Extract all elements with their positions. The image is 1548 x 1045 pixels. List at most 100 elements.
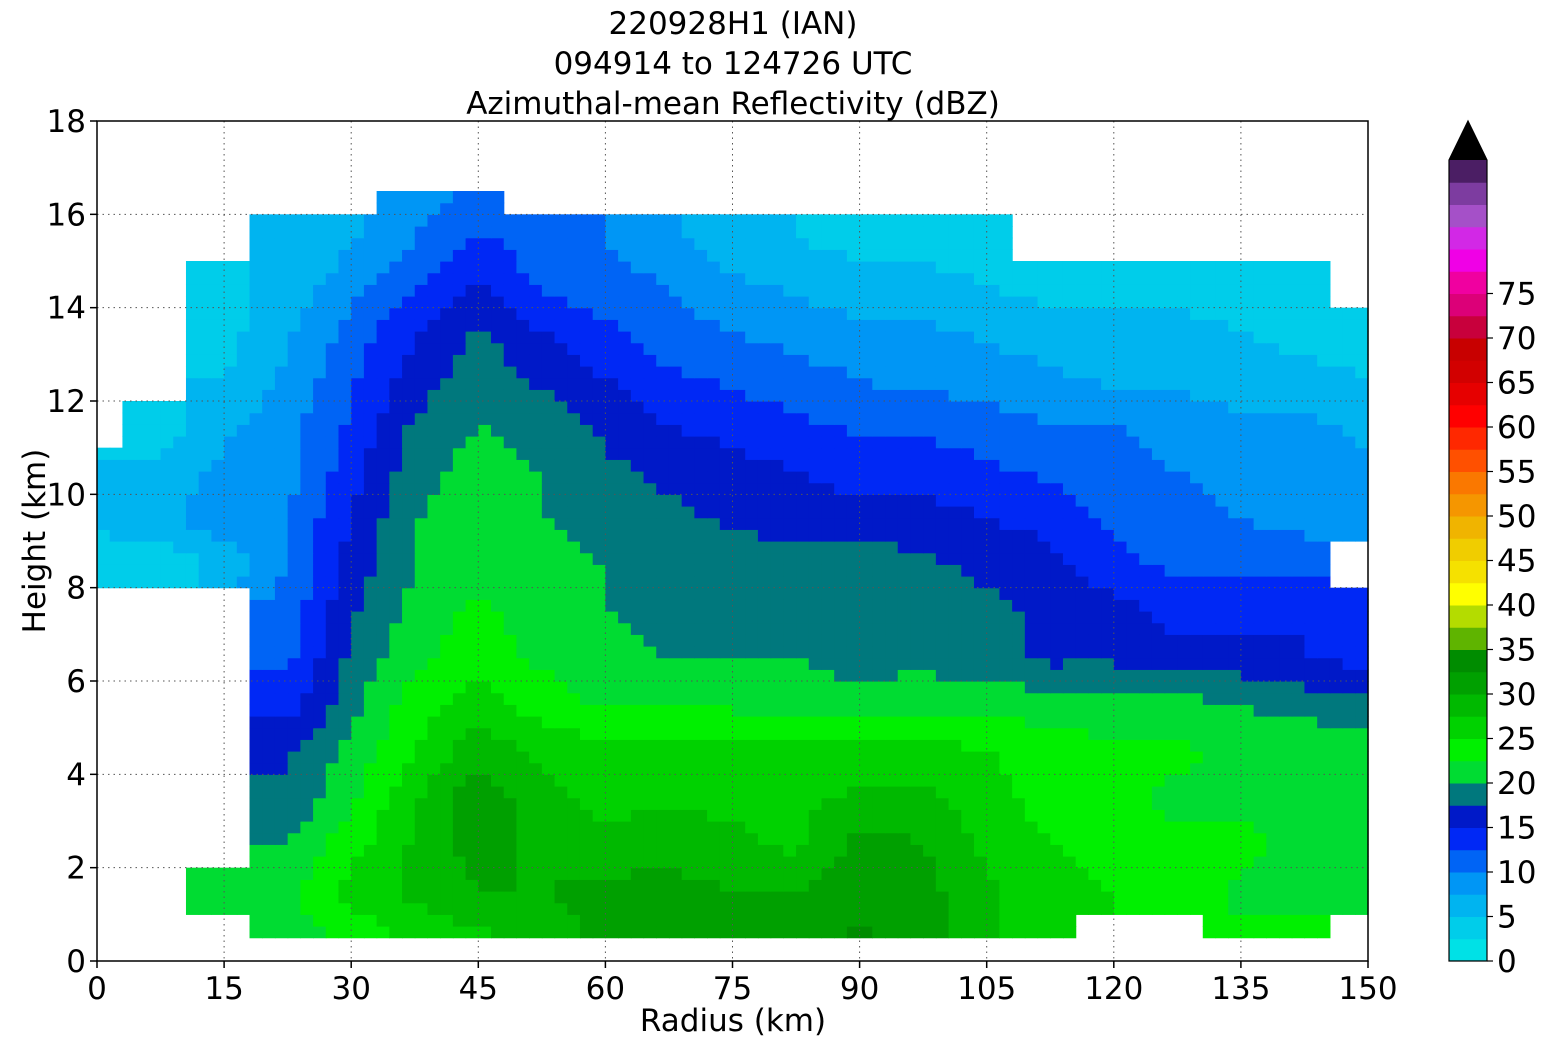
reflectivity-cell [935,482,950,495]
reflectivity-cell [1012,774,1026,787]
reflectivity-cell [135,401,149,414]
reflectivity-cell [1075,739,1089,752]
reflectivity-cell [1190,844,1204,857]
reflectivity-cell [1024,657,1039,670]
reflectivity-cell [1240,786,1255,799]
reflectivity-cell [313,459,327,472]
reflectivity-cell [834,902,848,915]
reflectivity-cell [668,809,683,822]
reflectivity-cell [935,471,950,484]
reflectivity-cell [923,634,937,647]
reflectivity-cell [1240,517,1255,530]
reflectivity-cell [1113,681,1128,694]
reflectivity-cell [859,902,873,915]
reflectivity-cell [1228,634,1242,647]
reflectivity-cell [1279,611,1293,624]
reflectivity-cell [694,342,708,355]
reflectivity-cell [1050,797,1064,810]
reflectivity-cell [1291,669,1306,682]
reflectivity-cell [1151,424,1166,437]
reflectivity-cell [567,622,581,635]
reflectivity-cell [630,482,645,495]
reflectivity-cell [274,879,289,892]
reflectivity-cell [440,821,454,834]
reflectivity-cell [363,891,378,904]
reflectivity-cell [694,412,708,425]
reflectivity-cell [834,646,848,659]
reflectivity-cell [605,319,619,332]
reflectivity-cell [770,716,784,729]
reflectivity-cell [1024,774,1039,787]
reflectivity-cell [1228,797,1242,810]
reflectivity-cell [402,354,416,367]
reflectivity-cell [1253,902,1267,915]
reflectivity-cell [325,774,340,787]
reflectivity-cell [1139,821,1153,834]
reflectivity-cell [592,564,606,577]
reflectivity-cell [478,727,492,740]
reflectivity-cell [1228,517,1242,530]
reflectivity-cell [643,459,657,472]
reflectivity-cell [770,377,784,390]
reflectivity-cell [796,856,810,869]
reflectivity-cell [1075,447,1089,460]
reflectivity-cell [1050,879,1064,892]
reflectivity-cell [567,424,581,437]
reflectivity-cell [1190,366,1204,379]
reflectivity-cell [198,891,212,904]
reflectivity-cell [719,762,734,775]
reflectivity-cell [1062,377,1077,390]
reflectivity-cell [465,762,479,775]
reflectivity-cell [656,366,670,379]
reflectivity-cell [668,762,683,775]
reflectivity-cell [1253,856,1267,869]
reflectivity-cell [1253,529,1267,542]
reflectivity-cell [935,669,950,682]
reflectivity-cell [287,506,301,519]
reflectivity-cell [897,471,912,484]
reflectivity-cell [1317,447,1331,460]
reflectivity-cell [516,296,530,309]
reflectivity-cell [97,517,111,530]
reflectivity-cell [1139,762,1153,775]
reflectivity-cell [1012,914,1026,927]
reflectivity-cell [465,459,479,472]
reflectivity-cell [897,751,912,764]
reflectivity-cell [402,342,416,355]
reflectivity-cell [1151,354,1166,367]
reflectivity-cell [1062,856,1077,869]
reflectivity-cell [808,436,823,449]
reflectivity-cell [567,307,581,320]
reflectivity-cell [1024,926,1039,939]
reflectivity-cell [211,296,225,309]
reflectivity-cell [287,902,301,915]
reflectivity-cell [249,797,263,810]
reflectivity-cell [376,611,390,624]
reflectivity-cell [338,727,352,740]
reflectivity-cell [808,634,823,647]
reflectivity-cell [274,611,289,624]
reflectivity-cell [605,774,619,787]
reflectivity-cell [707,856,721,869]
reflectivity-cell [935,751,950,764]
reflectivity-cell [1329,412,1344,425]
reflectivity-cell [465,786,479,799]
reflectivity-cell [986,692,1001,705]
reflectivity-cell [1088,727,1102,740]
reflectivity-cell [313,296,327,309]
reflectivity-cell [440,459,454,472]
reflectivity-cell [618,821,632,834]
reflectivity-cell [935,552,950,565]
reflectivity-cell [1088,319,1102,332]
reflectivity-cell [579,436,594,449]
reflectivity-cell [897,692,912,705]
reflectivity-cell [923,366,937,379]
reflectivity-cell [1139,809,1153,822]
reflectivity-cell [1190,587,1204,600]
reflectivity-cell [491,786,505,799]
reflectivity-cell [668,611,683,624]
reflectivity-cell [211,529,225,542]
reflectivity-cell [389,342,403,355]
reflectivity-cell [529,867,543,880]
reflectivity-cell [389,307,403,320]
